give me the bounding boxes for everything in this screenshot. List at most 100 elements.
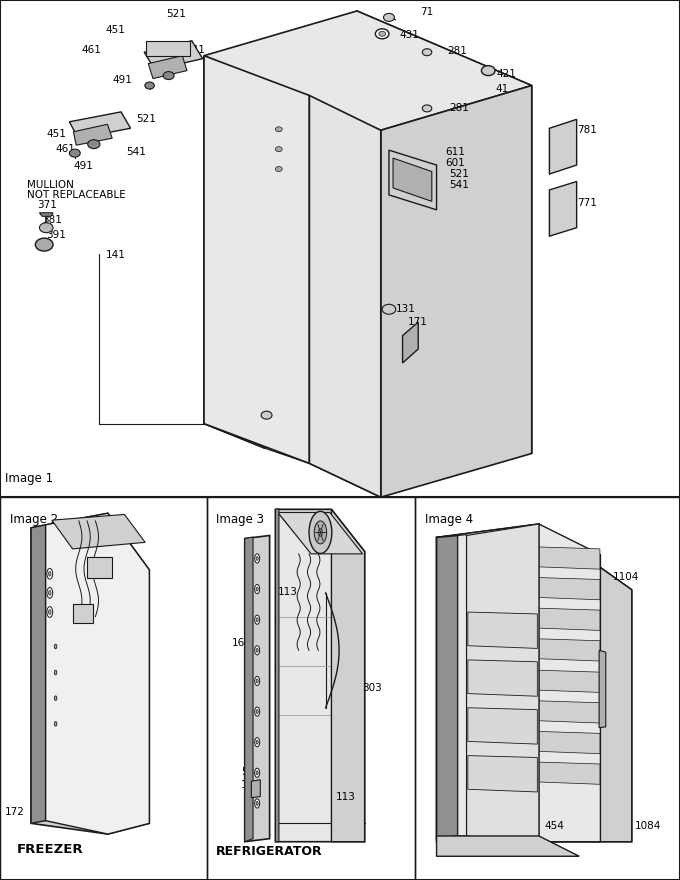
Text: 541: 541 bbox=[449, 180, 469, 190]
Circle shape bbox=[379, 32, 386, 36]
Polygon shape bbox=[458, 535, 466, 836]
Circle shape bbox=[256, 740, 258, 744]
Text: 141: 141 bbox=[105, 250, 125, 260]
Text: 381: 381 bbox=[42, 215, 62, 224]
Text: 7911: 7911 bbox=[286, 423, 312, 434]
Polygon shape bbox=[144, 40, 203, 70]
Polygon shape bbox=[309, 95, 381, 497]
Polygon shape bbox=[46, 513, 150, 834]
Polygon shape bbox=[52, 515, 146, 549]
Polygon shape bbox=[204, 55, 265, 449]
Text: 461: 461 bbox=[82, 45, 101, 55]
Text: 71: 71 bbox=[420, 7, 433, 18]
Circle shape bbox=[309, 511, 332, 554]
Circle shape bbox=[256, 771, 258, 774]
Text: 491: 491 bbox=[112, 75, 132, 84]
Circle shape bbox=[314, 521, 326, 544]
Polygon shape bbox=[331, 510, 364, 841]
Polygon shape bbox=[275, 509, 279, 841]
Circle shape bbox=[54, 696, 57, 700]
Text: 171: 171 bbox=[408, 317, 428, 327]
Text: 113: 113 bbox=[335, 791, 356, 802]
Circle shape bbox=[47, 606, 52, 618]
Bar bbox=[146, 40, 190, 55]
Text: 451: 451 bbox=[46, 129, 66, 139]
Polygon shape bbox=[539, 762, 600, 784]
Polygon shape bbox=[275, 510, 364, 552]
Polygon shape bbox=[204, 55, 309, 464]
Text: FREEZER: FREEZER bbox=[16, 843, 83, 856]
Text: NOT REPLACEABLE: NOT REPLACEABLE bbox=[27, 190, 126, 200]
Text: 163: 163 bbox=[241, 780, 261, 790]
Text: 163: 163 bbox=[233, 638, 252, 649]
Polygon shape bbox=[245, 537, 253, 841]
Polygon shape bbox=[389, 150, 437, 209]
Circle shape bbox=[255, 799, 260, 808]
Circle shape bbox=[255, 584, 260, 594]
Polygon shape bbox=[539, 608, 600, 630]
Text: 601: 601 bbox=[445, 158, 465, 168]
Text: 53: 53 bbox=[241, 767, 254, 777]
Polygon shape bbox=[599, 650, 606, 728]
Circle shape bbox=[422, 105, 432, 112]
Circle shape bbox=[255, 554, 260, 563]
Text: 421: 421 bbox=[496, 69, 516, 78]
Circle shape bbox=[375, 29, 389, 39]
Text: Image 4: Image 4 bbox=[426, 513, 473, 526]
Text: 131: 131 bbox=[396, 304, 415, 314]
Bar bbox=[87, 556, 112, 577]
Polygon shape bbox=[437, 535, 458, 839]
Circle shape bbox=[256, 556, 258, 561]
Text: 391: 391 bbox=[46, 230, 66, 239]
Polygon shape bbox=[437, 836, 579, 856]
Text: 41: 41 bbox=[495, 84, 508, 93]
Text: MULLION: MULLION bbox=[27, 180, 74, 190]
Bar bbox=[73, 604, 93, 623]
Circle shape bbox=[481, 66, 495, 76]
Polygon shape bbox=[252, 780, 260, 797]
Circle shape bbox=[422, 48, 432, 55]
Circle shape bbox=[256, 649, 258, 652]
Circle shape bbox=[255, 615, 260, 624]
Circle shape bbox=[256, 587, 258, 591]
Text: Image 3: Image 3 bbox=[216, 513, 264, 526]
Polygon shape bbox=[539, 671, 600, 693]
Circle shape bbox=[256, 709, 258, 714]
Circle shape bbox=[382, 304, 396, 314]
Circle shape bbox=[275, 127, 282, 132]
Polygon shape bbox=[357, 11, 532, 453]
Polygon shape bbox=[539, 547, 600, 569]
Polygon shape bbox=[381, 85, 532, 497]
Circle shape bbox=[318, 529, 322, 536]
Polygon shape bbox=[539, 639, 600, 661]
Circle shape bbox=[47, 568, 52, 579]
Polygon shape bbox=[437, 524, 632, 604]
Circle shape bbox=[255, 737, 260, 747]
Circle shape bbox=[54, 722, 57, 726]
Text: 281: 281 bbox=[447, 46, 467, 55]
Polygon shape bbox=[539, 700, 600, 723]
Polygon shape bbox=[31, 524, 46, 824]
Text: 491: 491 bbox=[73, 161, 93, 171]
Circle shape bbox=[384, 13, 394, 21]
Text: 461: 461 bbox=[56, 144, 75, 154]
Circle shape bbox=[69, 149, 80, 158]
Text: 1084: 1084 bbox=[634, 821, 661, 831]
Polygon shape bbox=[69, 112, 131, 138]
Text: 781: 781 bbox=[577, 125, 596, 136]
Text: Image 2: Image 2 bbox=[10, 513, 58, 526]
Circle shape bbox=[54, 671, 57, 675]
Circle shape bbox=[256, 802, 258, 805]
Text: Image 1: Image 1 bbox=[5, 472, 54, 485]
Text: 281: 281 bbox=[449, 103, 469, 114]
Text: 521: 521 bbox=[136, 114, 156, 124]
Circle shape bbox=[255, 768, 260, 777]
Circle shape bbox=[255, 707, 260, 716]
Polygon shape bbox=[204, 11, 532, 130]
Polygon shape bbox=[468, 708, 537, 744]
Polygon shape bbox=[468, 612, 537, 649]
Polygon shape bbox=[73, 124, 112, 145]
Circle shape bbox=[47, 588, 52, 598]
Text: 371: 371 bbox=[37, 200, 57, 209]
Text: 521: 521 bbox=[449, 169, 469, 179]
